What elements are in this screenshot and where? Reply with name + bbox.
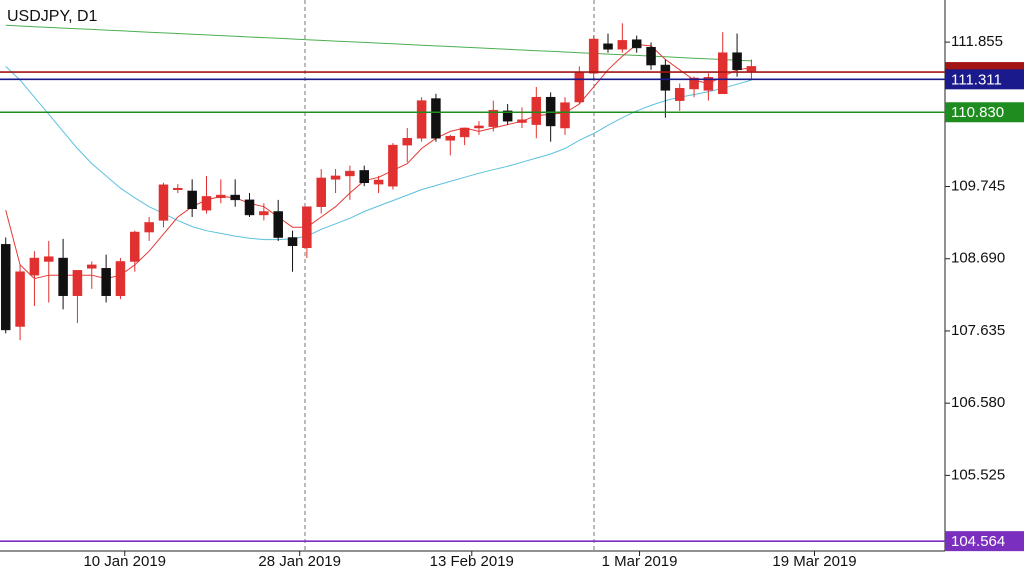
candle-body: [72, 270, 83, 296]
candle-body: [617, 40, 628, 50]
candle-body: [717, 52, 728, 95]
level-label: 111.311: [951, 71, 1002, 88]
candle-body: [144, 222, 154, 233]
plot-area: [0, 23, 757, 341]
level-label: 110.830: [951, 104, 1004, 121]
candle-body: [732, 52, 742, 71]
candle-body: [273, 211, 283, 238]
candle-body: [158, 184, 169, 221]
level-label-box: [945, 69, 1024, 90]
candle-body: [345, 170, 355, 177]
candle-body: [474, 125, 484, 129]
level-label-box: [945, 531, 1024, 552]
candle-body: [388, 144, 398, 187]
y-tick-label: 106.580: [951, 394, 1005, 411]
candle-body: [402, 138, 413, 146]
y-tick-label: 107.635: [951, 322, 1005, 339]
candle-body: [646, 46, 656, 66]
level-label-box: [945, 102, 1024, 123]
candle-body: [689, 77, 699, 90]
candle-body: [488, 109, 499, 127]
candle-body: [560, 102, 570, 129]
y-tick-label: 108.690: [951, 250, 1005, 267]
candle-body: [660, 64, 671, 91]
candle-body: [359, 170, 369, 184]
y-tick-label: 109.745: [951, 177, 1005, 194]
x-tick-label: 19 Mar 2019: [772, 553, 856, 570]
candle-body: [58, 257, 68, 296]
x-tick-label: 28 Jan 2019: [258, 553, 341, 570]
candle-body: [316, 177, 326, 207]
y-tick-label: 105.525: [951, 466, 1005, 483]
candle-body: [746, 66, 757, 72]
candle-body: [216, 194, 226, 199]
candle-body: [101, 268, 111, 296]
candle-body: [431, 98, 441, 139]
candle-body: [244, 199, 255, 216]
candle-body: [29, 257, 40, 276]
candle-body: [44, 256, 54, 262]
candle-body: [115, 261, 126, 296]
level-label: 104.564: [951, 533, 1005, 550]
candle-body: [302, 206, 312, 249]
y-tick-label: 111.855: [951, 33, 1003, 50]
candle-body: [201, 196, 212, 211]
candle-body: [603, 43, 613, 50]
candle-body: [330, 175, 341, 180]
candle-body: [631, 39, 642, 49]
candle-body: [259, 211, 269, 216]
moving-average-line: [5, 24, 752, 62]
candle-body: [459, 127, 470, 138]
candle-body: [173, 187, 183, 190]
candle-body: [445, 135, 456, 141]
candle-body: [588, 38, 599, 74]
candle-body: [15, 271, 25, 327]
candle-body: [517, 119, 527, 123]
candle-body: [0, 244, 11, 331]
x-tick-label: 13 Feb 2019: [430, 553, 514, 570]
x-tick-label: 10 Jan 2019: [83, 553, 166, 570]
chart-title: USDJPY, D1: [7, 8, 98, 25]
candle-body: [130, 231, 140, 262]
moving-average-line: [5, 66, 752, 241]
candle-body: [703, 77, 714, 91]
candle-body: [87, 264, 97, 269]
x-tick-label: 1 Mar 2019: [602, 553, 678, 570]
candle-body: [373, 179, 384, 185]
candle-body: [574, 71, 585, 103]
candle-body: [502, 110, 513, 122]
candle-body: [674, 88, 685, 101]
candle-body: [187, 190, 197, 210]
candle-body: [531, 96, 542, 125]
candle-body: [416, 100, 427, 139]
candle-body: [287, 237, 298, 246]
candle-body: [230, 194, 240, 201]
